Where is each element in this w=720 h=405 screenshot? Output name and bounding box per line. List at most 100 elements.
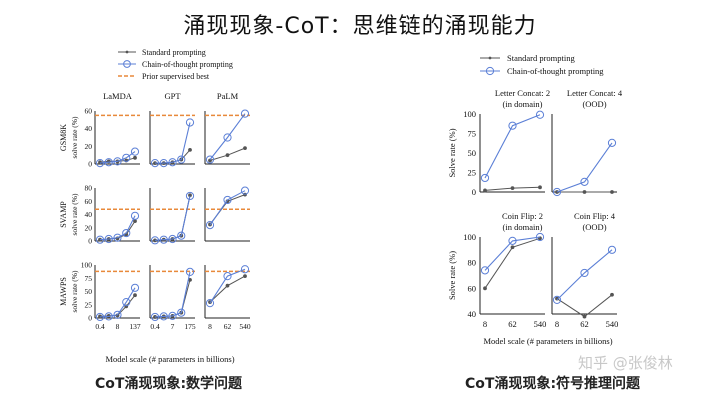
sym-panel-1-cot-point-1 <box>580 177 589 186</box>
panel-gsm8k-lamda-cot-point-4 <box>130 147 140 156</box>
panel-gsm8k-gpt-standard-point-4 <box>188 147 192 152</box>
sym-panel-2-ytick-80: 80 <box>468 258 477 268</box>
sym-panel-0-ytick-25: 25 <box>468 168 477 178</box>
sym-panel-2-xtick-62: 62 <box>508 319 517 329</box>
sym-panel-2-title-line1: Coin Flip: 2 <box>502 211 543 221</box>
panel-gsm8k-gpt-cot-point-3 <box>177 155 186 164</box>
panel-svamp-palm-cot-point-2 <box>240 186 250 195</box>
panel-mawps-gpt-cot-point-1 <box>159 312 168 321</box>
sym-xlabel: Model scale (# parameters in billions) <box>483 336 612 346</box>
sym-panel-2-standard-point-0 <box>483 286 487 291</box>
panel-svamp-gpt-cot-point-3 <box>177 231 186 240</box>
ytick-mawps-100: 100 <box>81 261 93 270</box>
panel-svamp-palm-standard-line <box>209 194 246 225</box>
sym-panel-3-cot-point-1 <box>580 268 589 278</box>
legend-cot-label: Chain-of-thought prompting <box>142 60 233 69</box>
sym-panel-0-cot-line <box>484 114 541 179</box>
sym-panel-3-cot-line <box>556 249 613 301</box>
col-title-lamda: LaMDA <box>103 91 133 101</box>
sym-panel-3-xtick-8: 8 <box>555 319 559 329</box>
panel-svamp-lamda-cot-line <box>99 215 136 241</box>
xtick-gpt-7: 7 <box>171 322 175 331</box>
panel-svamp-gpt-cot-point-2 <box>168 234 177 244</box>
sym-panel-2-cot-point-2 <box>535 232 545 242</box>
ytick-gsm8k-60: 60 <box>85 107 93 116</box>
sym-panel-1-title-line1: Letter Concat: 4 <box>567 88 623 98</box>
panel-svamp-lamda-cot-point-2 <box>113 233 122 242</box>
xtick-gpt-0.4: 0.4 <box>150 322 160 331</box>
panel-mawps-palm-standard-point-1 <box>225 283 230 288</box>
caption-math: CoT涌现现象:数学问题 <box>95 376 243 392</box>
panel-mawps-gpt-cot-line <box>154 271 191 318</box>
sym-panel-2-cot-line <box>484 236 541 271</box>
ytick-gsm8k-40: 40 <box>85 124 93 133</box>
sym-panel-1-standard-point-1 <box>582 190 587 194</box>
sym-panel-3-xtick-540: 540 <box>606 319 619 329</box>
ytick-svamp-40: 40 <box>85 210 93 219</box>
panel-mawps-gpt-cot-point-2 <box>168 311 177 320</box>
ytick-svamp-80: 80 <box>85 184 93 193</box>
panel-gsm8k-gpt-cot-line <box>155 122 191 164</box>
panel-svamp-palm-cot-line <box>209 190 246 226</box>
sym-panel-3-standard-point-1 <box>582 314 587 319</box>
panel-gsm8k-lamda-standard-point-4 <box>133 155 137 160</box>
panel-gsm8k-gpt-cot-point-0 <box>150 159 160 168</box>
sym-panel-2-ytick-40: 40 <box>468 309 477 319</box>
panel-gsm8k-gpt-cot-point-1 <box>159 159 168 168</box>
panel-gsm8k-gpt-cot-point-2 <box>168 158 177 167</box>
sym-panel-0-standard-point-2 <box>538 185 542 190</box>
sym-panel-3-cot-point-0 <box>552 295 562 304</box>
panel-mawps-palm-cot-point-0 <box>205 299 215 308</box>
panel-gsm8k-palm-cot-point-2 <box>240 109 250 118</box>
panel-gsm8k-lamda-cot-point-1 <box>104 158 113 167</box>
sym-panel-0-cot-point-0 <box>480 173 490 183</box>
sym-panel-1-cot-line <box>556 142 613 193</box>
xtick-palm-62: 62 <box>224 322 232 331</box>
panel-mawps-lamda-cot-point-2 <box>113 310 122 319</box>
sym-panel-3-title-line1: Coin Flip: 4 <box>574 211 616 221</box>
xtick-palm-8: 8 <box>208 322 212 331</box>
panel-mawps-lamda-standard-point-4 <box>133 293 137 298</box>
sym-panel-0-title-line2: (in domain) <box>503 99 543 109</box>
page-title: 涌现现象-CoT：思维链的涌现能力 <box>183 14 537 39</box>
caption-symbolic: CoT涌现现象:符号推理问题 <box>465 376 641 392</box>
panel-gsm8k-lamda-cot-point-2 <box>113 157 122 166</box>
sym-panel-1-cot-point-2 <box>607 138 617 147</box>
panel-svamp-gpt-cot-point-1 <box>159 235 168 244</box>
panel-mawps-palm-standard-point-2 <box>243 274 247 279</box>
sym-panel-1-standard-point-2 <box>610 190 614 194</box>
ytick-gsm8k-20: 20 <box>85 142 93 151</box>
panel-mawps-gpt-cot-point-3 <box>177 308 186 317</box>
panel-mawps-lamda-cot-line <box>99 287 136 318</box>
sym-panel-2-cot-point-1 <box>508 236 517 245</box>
row-ylabel-mawps: solve rate (%) <box>70 270 79 313</box>
panel-gsm8k-lamda-cot-point-0 <box>95 159 105 168</box>
sym-panel-2-cot-point-0 <box>480 266 490 275</box>
panel-gsm8k-palm-cot-point-1 <box>223 133 232 142</box>
panel-svamp-lamda-cot-point-4 <box>130 211 140 220</box>
sym-legend-standard-label: Standard prompting <box>507 53 576 63</box>
panel-svamp-gpt-cot-point-0 <box>150 236 160 245</box>
sym-panel-2-ytick-60: 60 <box>468 283 477 293</box>
legend-cot-marker <box>123 60 131 68</box>
legend-standard-label: Standard prompting <box>142 48 206 57</box>
row-ylabel-svamp: solve rate (%) <box>70 193 79 236</box>
xtick-lamda-0.4: 0.4 <box>95 322 105 331</box>
col-title-gpt: GPT <box>164 91 181 101</box>
ytick-mawps-75: 75 <box>85 274 93 283</box>
panel-mawps-lamda-standard-line <box>99 294 136 317</box>
ytick-gsm8k-0: 0 <box>88 160 92 169</box>
sym-legend-cot-label: Chain-of-thought prompting <box>507 66 604 76</box>
sym-panel-0-ytick-50: 50 <box>468 148 477 158</box>
sym-ylabel-row-0: Solve rate (%) <box>447 128 457 177</box>
row-label-gsm8k: GSM8K <box>59 124 68 151</box>
panel-svamp-palm-cot-point-0 <box>205 221 215 230</box>
panel-mawps-lamda-cot-point-1 <box>104 312 113 321</box>
sym-legend-cot-marker <box>485 66 495 76</box>
sym-panel-2-ytick-100: 100 <box>463 232 476 242</box>
panel-gsm8k-palm-standard-point-1 <box>225 153 230 158</box>
panel-mawps-gpt-cot-point-4 <box>185 267 195 276</box>
sym-panel-3-standard-line <box>556 294 613 318</box>
panel-mawps-palm-cot-line <box>209 268 246 304</box>
